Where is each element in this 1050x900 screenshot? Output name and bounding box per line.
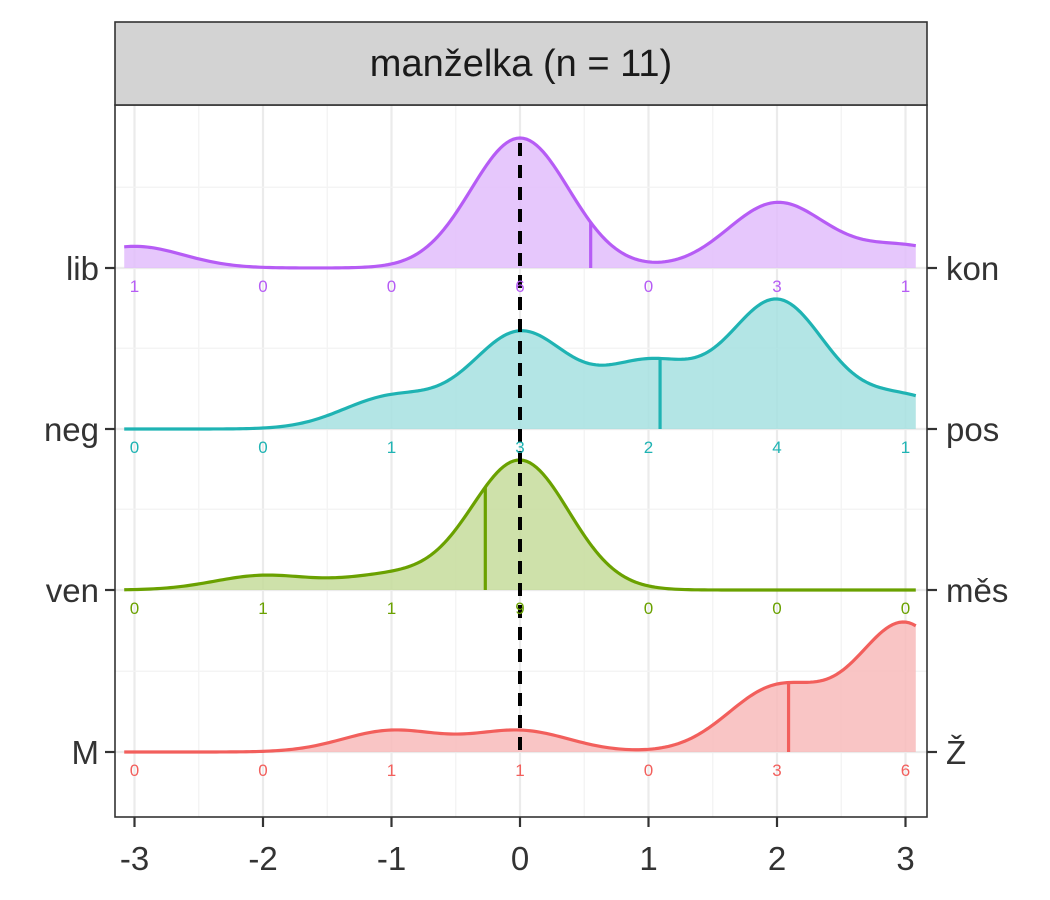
left-axis-label: ven	[46, 572, 99, 609]
count-label: 2	[644, 438, 653, 457]
ridge-line-lib	[124, 136, 917, 270]
ridge-M	[124, 620, 917, 754]
count-label: 0	[258, 277, 267, 296]
ridge-area-lib	[124, 138, 916, 268]
ridge-area-M	[124, 622, 916, 752]
count-label: 9	[515, 599, 524, 618]
count-labels: 0 0 1 1 0 3 6 0 1 1 9 0 0 0 0 0 1 3 2 4 1 1 0 0 6 0 3 1	[130, 277, 910, 780]
count-label: 3	[772, 277, 781, 296]
ridge-line-M	[124, 620, 917, 754]
count-label: 0	[644, 599, 653, 618]
ridge-lib	[124, 136, 917, 270]
count-label: 0	[130, 438, 139, 457]
x-tick-label: 2	[768, 840, 786, 877]
count-label: 1	[258, 599, 267, 618]
count-label: 0	[130, 599, 139, 618]
x-tick-label: 3	[896, 840, 914, 877]
count-label: 1	[901, 277, 910, 296]
facet-strip-background	[114, 21, 928, 106]
right-axis-label: kon	[946, 250, 999, 287]
count-label: 0	[901, 599, 910, 618]
x-tick-label: -1	[377, 840, 406, 877]
panel-title: manželka (n = 11)	[370, 43, 672, 85]
x-tick-label: 0	[511, 840, 529, 877]
count-label: 3	[772, 761, 781, 780]
count-label: 0	[258, 761, 267, 780]
count-label: 4	[772, 438, 781, 457]
x-tick-label: -3	[120, 840, 149, 877]
left-axis-label: M	[72, 734, 100, 771]
right-axis-label: Ž	[946, 734, 966, 771]
count-label: 0	[130, 761, 139, 780]
count-label: 0	[644, 277, 653, 296]
count-label: 0	[258, 438, 267, 457]
right-axis-label: měs	[946, 572, 1008, 609]
count-label: 6	[515, 277, 524, 296]
count-label: 3	[515, 438, 524, 457]
count-label: 1	[387, 761, 396, 780]
count-label: 1	[901, 438, 910, 457]
facet-strip: manželka (n = 11)	[114, 21, 928, 106]
count-label: 1	[387, 438, 396, 457]
count-label: 6	[901, 761, 910, 780]
left-axis-label: neg	[44, 411, 99, 448]
count-label: 1	[130, 277, 139, 296]
count-label: 1	[387, 599, 396, 618]
left-axis-label: lib	[66, 250, 99, 287]
right-axis-label: pos	[946, 411, 999, 448]
count-label: 0	[772, 599, 781, 618]
x-tick-label: -2	[248, 840, 277, 877]
x-tick-label: 1	[639, 840, 657, 877]
count-label: 0	[387, 277, 396, 296]
count-label: 1	[515, 761, 524, 780]
count-label: 0	[644, 761, 653, 780]
